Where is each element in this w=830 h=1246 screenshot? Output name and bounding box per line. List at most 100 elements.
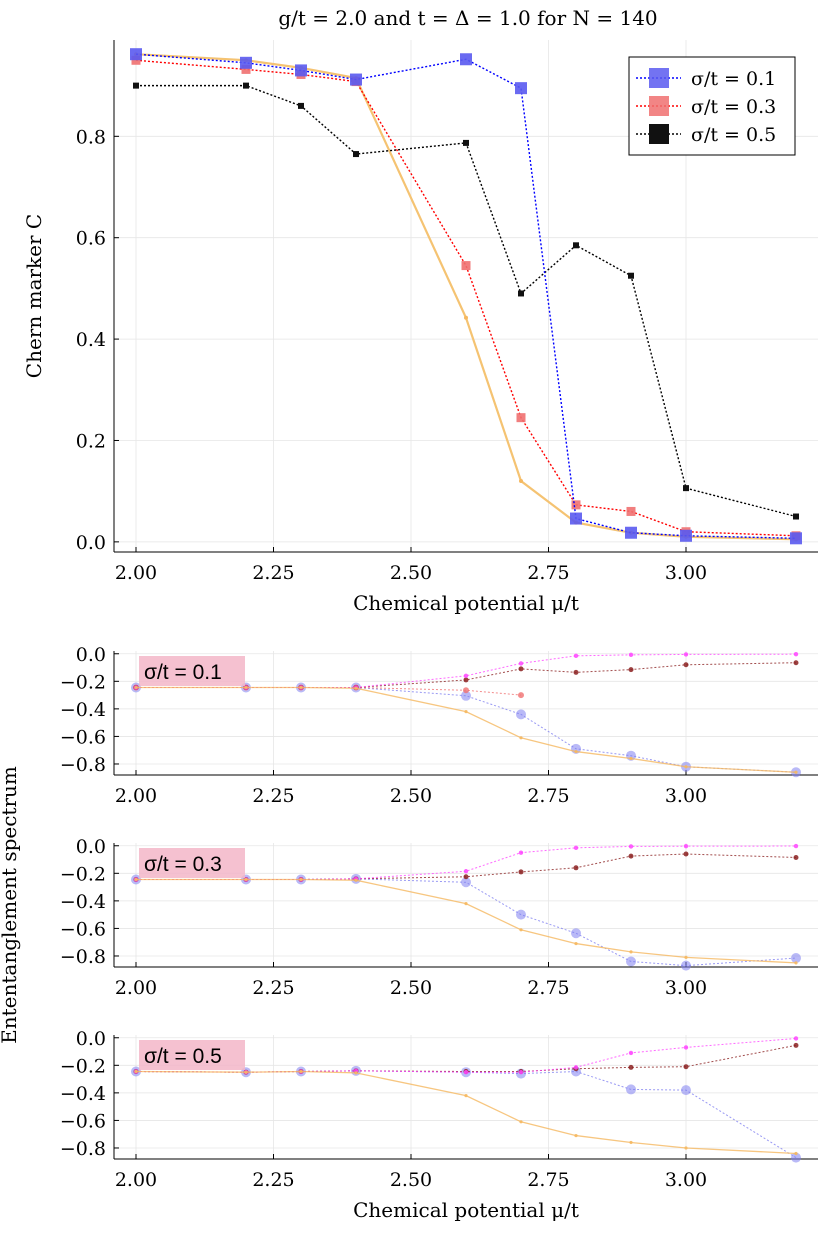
data-point	[461, 877, 471, 888]
x-tick-label: 2.00	[115, 785, 157, 807]
data-point	[791, 1152, 801, 1163]
y-tick-label: −0.4	[60, 699, 106, 721]
panel-label: σ/t = 0.1	[144, 661, 222, 684]
data-point	[131, 55, 141, 65]
data-point	[573, 1065, 579, 1070]
data-point	[574, 1133, 578, 1138]
y-tick-label: 0.0	[76, 532, 106, 554]
data-point	[299, 685, 303, 690]
y-tick-label: −0.8	[60, 1138, 106, 1160]
x-tick-label: 3.00	[665, 977, 707, 999]
data-point	[626, 1084, 636, 1095]
data-point	[684, 1146, 688, 1150]
panel-label-background	[139, 1040, 245, 1070]
y-tick-label: −0.4	[60, 1083, 106, 1105]
data-point	[243, 82, 249, 89]
data-point	[680, 529, 692, 542]
data-point	[519, 1120, 523, 1124]
x-tick-label: 3.00	[665, 1169, 707, 1191]
data-point	[629, 950, 633, 954]
data-point	[791, 953, 801, 964]
data-point	[518, 850, 524, 855]
data-point	[350, 73, 362, 86]
data-point	[354, 1071, 358, 1075]
y-tick-label: 0.0	[76, 644, 106, 666]
data-point	[573, 865, 579, 871]
chart-panel-1: 2.00 2.25 2.50 2.75 3.00 0.0 0.2 0.4 0.6 0.8 Chemi…	[22, 40, 818, 615]
legend: σ/t = 0.1 σ/t = 0.3 σ/t = 0.5	[628, 56, 796, 156]
data-point	[295, 64, 307, 77]
y-tick-label: −0.8	[60, 754, 106, 776]
data-point	[461, 690, 471, 701]
data-point	[240, 56, 252, 69]
data-point	[463, 874, 469, 880]
y-tick-label: −0.6	[60, 1110, 106, 1132]
x-tick-label: 2.00	[115, 977, 157, 999]
data-point	[244, 877, 248, 882]
chart-panel-3: 2.00 2.25 2.50 2.75 3.00 0.0 −0.2 −0.4 −0.6 −0.8 σ…	[60, 836, 818, 999]
data-point	[793, 1042, 799, 1048]
series-line--t-0-3	[135, 59, 797, 537]
data-point	[244, 685, 248, 690]
y-tick-label: 0.2	[76, 430, 106, 452]
series-line-orange	[136, 686, 797, 773]
legend-label: σ/t = 0.3	[691, 96, 776, 118]
x-tick-label: 2.75	[527, 562, 569, 584]
x-tick-label: 2.75	[527, 785, 569, 807]
data-point	[134, 685, 138, 690]
data-point	[463, 1070, 469, 1075]
data-point	[463, 869, 469, 874]
data-point	[354, 878, 358, 882]
data-point	[133, 82, 139, 89]
data-point	[464, 902, 468, 906]
data-point	[519, 928, 523, 932]
data-point	[573, 242, 579, 249]
figure-title: g/t = 2.0 and t = Δ = 1.0 for N = 140	[278, 6, 657, 30]
x-tick-label: 2.00	[115, 562, 157, 584]
data-point	[683, 843, 689, 849]
y-tick-label: −0.6	[60, 726, 106, 748]
data-point	[134, 877, 138, 882]
data-point	[464, 710, 468, 714]
data-point	[460, 53, 472, 66]
x-tick-label: 2.00	[115, 1169, 157, 1191]
x-tick-label: 2.75	[527, 1169, 569, 1191]
series-line-blue	[136, 878, 797, 967]
y-tick-label: 0.4	[76, 329, 106, 351]
legend-marker	[649, 124, 669, 144]
y-tick-label: −0.2	[60, 863, 106, 885]
data-point	[464, 1094, 468, 1098]
x-tick-label: 2.25	[252, 785, 294, 807]
panel-label: σ/t = 0.5	[144, 1045, 222, 1068]
x-tick-label: 2.50	[390, 562, 432, 584]
series-line--t-0-5	[136, 84, 797, 518]
data-point	[516, 413, 526, 423]
data-point	[516, 909, 526, 920]
x-tick-label: 3.00	[665, 562, 707, 584]
data-point	[464, 315, 468, 320]
data-point	[628, 1064, 634, 1070]
spectrum-y-axis-label: Ententanglement spectrum	[0, 766, 21, 1044]
data-point	[571, 500, 581, 510]
data-point	[519, 736, 523, 740]
data-point	[628, 844, 634, 849]
data-point	[518, 661, 524, 666]
data-point	[518, 1070, 524, 1075]
data-point	[628, 652, 634, 658]
y-tick-label: −0.6	[60, 918, 106, 940]
legend-label: σ/t = 0.1	[691, 68, 776, 90]
data-point	[299, 877, 303, 882]
x-axis-label: Chemical potential μ/t	[353, 1198, 579, 1222]
data-point	[794, 961, 798, 965]
data-point	[354, 686, 358, 690]
data-point	[626, 506, 636, 516]
data-point	[683, 851, 689, 857]
data-point	[518, 869, 524, 875]
data-point	[793, 854, 799, 860]
data-point	[793, 513, 799, 520]
data-point	[793, 843, 799, 849]
data-point	[299, 1069, 303, 1074]
chart-panel-2: 2.00 2.25 2.50 2.75 3.00 0.0 −0.2 −0.4 −0.6 −0.8 σ…	[60, 644, 818, 807]
data-point	[793, 651, 799, 657]
